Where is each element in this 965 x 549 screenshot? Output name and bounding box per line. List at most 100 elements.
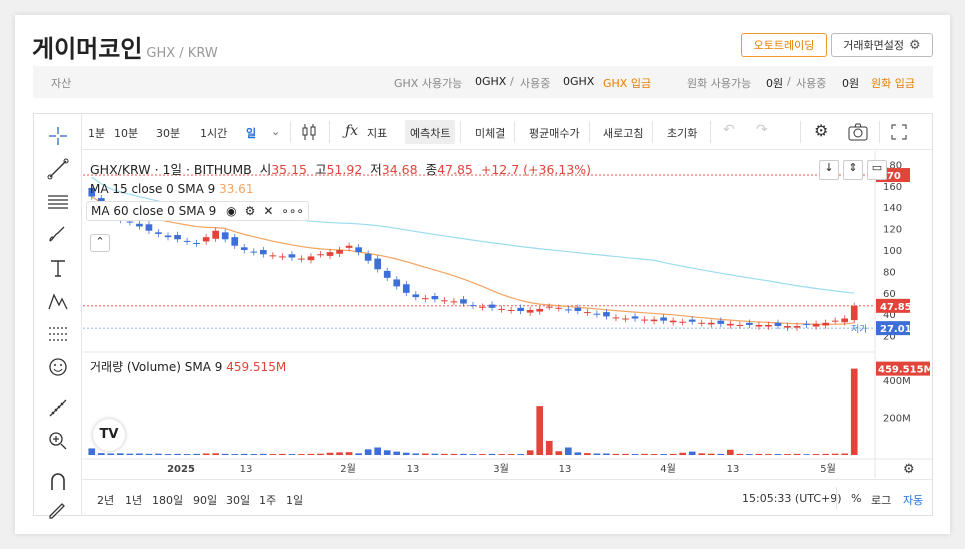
- eye-icon[interactable]: ◉: [226, 204, 237, 218]
- candle: [803, 323, 810, 325]
- volume-bar: [812, 454, 820, 455]
- legend-volume: 거래량 (Volume) SMA 9 459.515M: [90, 360, 287, 374]
- volume-bar: [469, 454, 477, 455]
- volume-bar: [612, 453, 620, 455]
- range-30d[interactable]: 30일: [226, 494, 251, 507]
- candle: [717, 320, 725, 324]
- chart-plot[interactable]: 180 160 140 120 100 80 60 40 20 400M 200M 170 47.85 2…: [83, 151, 932, 478]
- unfilled-button[interactable]: 미체결: [475, 127, 506, 140]
- candle: [364, 253, 372, 261]
- volume-bar: [183, 454, 191, 455]
- volume-bar: [726, 449, 734, 455]
- settings-gear-icon[interactable]: ⚙: [814, 121, 829, 140]
- volume-bar: [593, 453, 601, 455]
- candle: [164, 235, 172, 238]
- undo-icon[interactable]: ↶: [723, 122, 735, 138]
- candle: [631, 316, 639, 319]
- volume-bar: [784, 454, 791, 455]
- candle: [336, 250, 343, 254]
- volume-bar: [603, 453, 610, 455]
- interval-10m[interactable]: 10분: [114, 127, 139, 140]
- redo-icon[interactable]: ↷: [756, 122, 768, 138]
- log-toggle[interactable]: 로그: [871, 494, 892, 507]
- krw-available-label: 원화 사용가능: [687, 77, 752, 90]
- interval-day[interactable]: 일: [246, 127, 257, 140]
- collapse-pane-button[interactable]: ⇕: [843, 160, 863, 180]
- scroll-down-button[interactable]: ↓: [819, 160, 839, 180]
- volume-bar: [193, 453, 200, 455]
- ghx-deposit-link[interactable]: GHX 입금: [603, 77, 652, 90]
- range-180d[interactable]: 180일: [152, 494, 184, 507]
- indicator-button[interactable]: 지표: [367, 127, 388, 140]
- volume-bar: [307, 453, 315, 455]
- trendline-icon[interactable]: [46, 157, 70, 181]
- range-1y[interactable]: 1년: [125, 494, 143, 507]
- emoji-icon[interactable]: [46, 355, 70, 379]
- magnet-icon[interactable]: [46, 470, 70, 494]
- volume-bar: [803, 454, 810, 455]
- candle: [212, 230, 220, 239]
- candle: [698, 322, 706, 324]
- interval-1m[interactable]: 1분: [88, 127, 106, 140]
- auto-toggle[interactable]: 자동: [903, 494, 924, 507]
- volume-bar: [336, 452, 343, 455]
- volume-bar: [707, 453, 715, 455]
- time-tick: 2025: [167, 464, 195, 475]
- krw-deposit-link[interactable]: 원화 입금: [871, 77, 915, 90]
- crosshair-icon[interactable]: [46, 124, 70, 148]
- collapse-legend-button[interactable]: ⌃: [90, 234, 110, 252]
- close-icon[interactable]: ✕: [263, 204, 274, 218]
- interval-1h[interactable]: 1시간: [200, 127, 228, 140]
- legend-ma15[interactable]: MA 15 close 0 SMA 9 33.61: [90, 182, 254, 196]
- percent-toggle[interactable]: %: [851, 492, 862, 505]
- projection-icon[interactable]: [46, 322, 70, 346]
- volume-bar: [402, 452, 410, 455]
- camera-icon[interactable]: [848, 123, 868, 141]
- volume-bar: [355, 453, 362, 455]
- volume-bar: [174, 453, 181, 455]
- avg-buy-button[interactable]: 평균매수가: [529, 127, 580, 140]
- range-2y[interactable]: 2년: [97, 494, 115, 507]
- volume-bar: [231, 454, 239, 455]
- chevron-down-icon[interactable]: ⌄: [271, 125, 281, 138]
- range-90d[interactable]: 90일: [193, 494, 218, 507]
- interval-30m[interactable]: 30분: [156, 127, 181, 140]
- tradingview-logo[interactable]: TV: [93, 419, 125, 451]
- asset-label: 자산: [51, 77, 72, 90]
- screen-settings-button[interactable]: 거래화면설정 ⚙: [831, 33, 933, 57]
- fib-lines-icon[interactable]: [46, 190, 70, 214]
- zoom-in-icon[interactable]: [46, 429, 70, 453]
- ghx-available: 0GHX: [475, 75, 507, 88]
- candle: [250, 251, 258, 253]
- range-1d[interactable]: 1일: [286, 494, 304, 507]
- candle: [422, 298, 429, 300]
- more-icon[interactable]: ∘∘∘: [281, 204, 304, 218]
- legend-ma60[interactable]: MA 60 close 0 SMA 9 ◉ ⚙ ✕ ∘∘∘: [86, 201, 309, 221]
- slash-2: /: [787, 75, 791, 88]
- candle: [259, 250, 267, 255]
- fullscreen-icon[interactable]: [891, 124, 907, 140]
- ghx-used-label: 사용중: [520, 77, 551, 90]
- range-1w[interactable]: 1주: [259, 494, 277, 507]
- text-tool-icon[interactable]: [46, 256, 70, 280]
- pattern-icon[interactable]: [46, 289, 70, 313]
- forecast-button[interactable]: 예측차트: [410, 127, 451, 140]
- volume-bar: [660, 454, 667, 455]
- brush-icon[interactable]: [46, 223, 70, 247]
- trading-card: 게이머코인 GHX / KRW 오토트레이딩 거래화면설정 ⚙ 자산 GHX 사용가…: [15, 15, 950, 534]
- volume-bar: [526, 450, 534, 455]
- gear-icon-small[interactable]: ⚙: [244, 204, 256, 218]
- refresh-button[interactable]: 새로고침: [603, 127, 644, 140]
- volume-bar: [364, 449, 372, 455]
- candle: [517, 307, 524, 312]
- pencil-lock-icon[interactable]: [46, 498, 70, 522]
- volume-bar: [450, 453, 458, 455]
- candle: [136, 223, 143, 227]
- candlestick-icon[interactable]: [301, 123, 317, 141]
- reset-button[interactable]: 초기화: [667, 127, 698, 140]
- auto-trade-button[interactable]: 오토트레이딩: [741, 33, 827, 57]
- candle: [688, 319, 696, 322]
- volume-bar: [412, 453, 420, 455]
- maximize-pane-button[interactable]: ▭: [867, 160, 887, 180]
- ruler-icon[interactable]: [46, 396, 70, 420]
